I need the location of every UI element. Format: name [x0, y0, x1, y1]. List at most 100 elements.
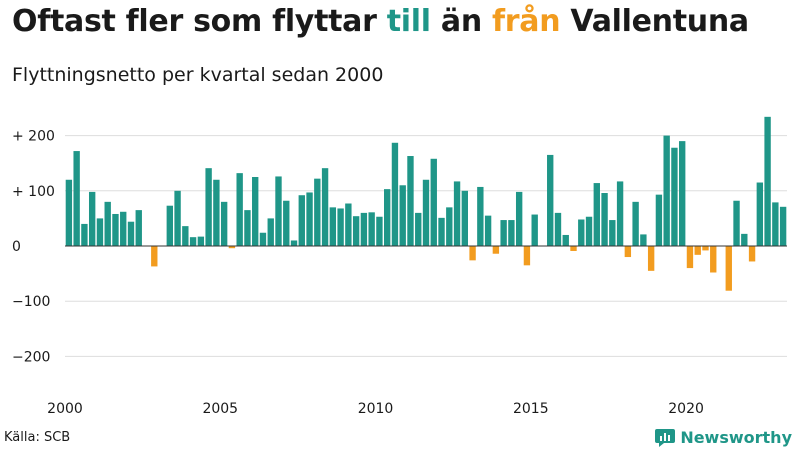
- bar: [275, 176, 282, 246]
- bar: [189, 237, 197, 246]
- y-tick-label: + 100: [12, 184, 55, 200]
- title-part-2: än: [430, 4, 493, 39]
- bar: [430, 158, 437, 246]
- bar: [616, 181, 624, 246]
- x-tick-label: 2015: [513, 401, 549, 417]
- bar: [508, 220, 515, 246]
- bar: [244, 210, 251, 246]
- bar: [640, 234, 647, 246]
- bar: [220, 201, 228, 246]
- bar: [228, 246, 236, 249]
- bar: [384, 189, 391, 246]
- x-tick-label: 2010: [358, 401, 394, 417]
- y-tick-label: −200: [12, 349, 50, 365]
- bar: [453, 181, 461, 246]
- bar: [345, 203, 352, 246]
- chart-subtitle: Flyttningsnetto per kvartal sedan 2000: [12, 64, 384, 86]
- bar: [663, 135, 670, 246]
- bar: [104, 201, 111, 246]
- x-tick-label: 2020: [668, 401, 704, 417]
- bar: [298, 195, 305, 246]
- bar: [500, 220, 507, 246]
- bar: [252, 177, 259, 246]
- bar: [601, 193, 608, 246]
- bar: [679, 141, 686, 246]
- bar: [686, 246, 694, 269]
- bar: [81, 223, 88, 246]
- bar: [415, 212, 422, 246]
- bar: [314, 178, 321, 246]
- bar: [174, 190, 181, 246]
- bar: [135, 210, 142, 246]
- bar: [748, 246, 756, 262]
- bar: [438, 217, 445, 246]
- bar: [96, 218, 104, 246]
- bar: [127, 221, 135, 246]
- bar: [570, 246, 577, 251]
- bar: [290, 240, 298, 246]
- newsworthy-logo-icon: [655, 429, 676, 447]
- source-note: Källa: SCB: [4, 430, 71, 445]
- bar: [671, 147, 678, 246]
- bar: [407, 156, 414, 246]
- bar: [741, 233, 748, 246]
- brand-name: Newsworthy: [680, 427, 792, 447]
- bar: [523, 246, 531, 266]
- title-part-3: Vallentuna: [560, 4, 749, 39]
- bar: [702, 246, 709, 251]
- bar: [213, 179, 220, 246]
- bar: [655, 194, 663, 246]
- bar: [515, 191, 523, 246]
- brand-logo: Newsworthy: [655, 427, 792, 447]
- bar: [267, 218, 274, 246]
- bar: [624, 246, 632, 258]
- title-highlight-fran: från: [492, 4, 561, 39]
- y-axis-labels: + 200 + 100 0 −100 −200: [12, 129, 55, 366]
- bar: [151, 246, 158, 267]
- bar: [166, 205, 173, 246]
- bar: [547, 154, 554, 246]
- chart-title: Oftast fler som flyttar till än från Val…: [12, 4, 749, 39]
- y-tick-label: + 200: [12, 129, 55, 145]
- bar: [391, 142, 399, 246]
- bar: [368, 212, 375, 246]
- x-tick-label: 2005: [202, 401, 238, 417]
- bar: [609, 220, 616, 246]
- bar: [376, 216, 383, 246]
- bar: [484, 215, 492, 246]
- bar: [492, 246, 500, 254]
- bar: [647, 246, 655, 271]
- bar: [469, 246, 476, 261]
- x-tick-label: 2000: [47, 401, 83, 417]
- bar: [733, 200, 740, 246]
- bar: [756, 182, 764, 246]
- bar: [73, 151, 80, 246]
- x-axis-labels: 2000 2005 2010 2015 2020: [47, 401, 704, 417]
- bar: [477, 186, 484, 246]
- bar: [593, 183, 600, 246]
- bar: [283, 200, 290, 246]
- bar: [120, 211, 127, 246]
- y-tick-label: −100: [12, 294, 50, 310]
- bar: [321, 168, 329, 246]
- bar: [197, 236, 205, 246]
- bar: [337, 208, 344, 246]
- bar: [360, 212, 368, 246]
- bar: [329, 207, 337, 246]
- bar: [531, 214, 538, 246]
- bar: [694, 246, 701, 255]
- bar: [259, 232, 267, 246]
- bar: [710, 246, 717, 273]
- bar: [236, 173, 243, 246]
- y-tick-label: 0: [12, 239, 21, 255]
- bar: [205, 168, 212, 246]
- bar: [352, 216, 360, 246]
- bar: [88, 191, 96, 246]
- bar: [65, 179, 73, 246]
- bar: [554, 212, 562, 246]
- bar: [112, 213, 119, 246]
- title-part-1: Oftast fler som flyttar: [12, 4, 387, 39]
- bar: [585, 216, 593, 246]
- bar: [772, 202, 779, 246]
- bar: [779, 206, 787, 246]
